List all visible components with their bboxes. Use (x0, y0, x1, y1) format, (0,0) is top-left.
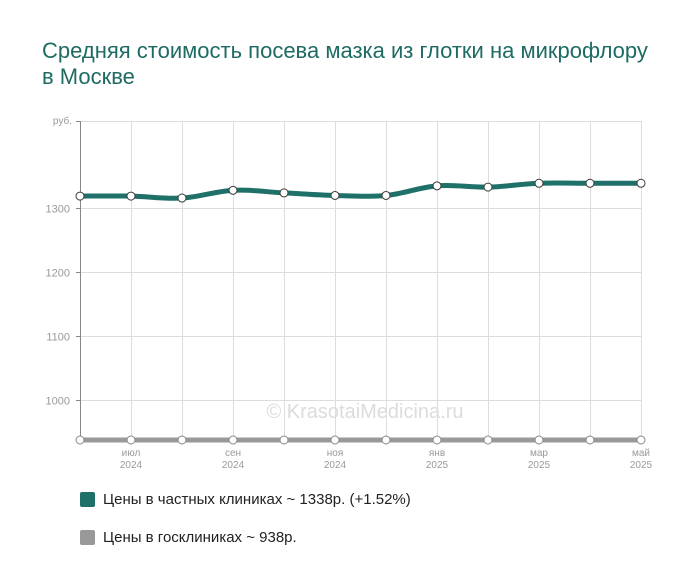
data-point-public (126, 435, 136, 445)
legend-swatch-private (80, 491, 95, 507)
y-tick-label: 1300 (46, 204, 70, 216)
x-tick-label-year: 2025 (630, 460, 653, 471)
legend: Цены в частных клиниках ~ 1338р. (+1.52%… (80, 488, 411, 564)
data-point-private (381, 190, 391, 200)
series-line-private (77, 180, 644, 201)
data-point-public (228, 435, 238, 445)
x-tick-label-month: янв (429, 448, 445, 459)
x-tick-label-year: 2025 (528, 460, 551, 471)
data-point-public (177, 435, 187, 445)
data-point-private (126, 191, 136, 201)
data-point-private (330, 190, 340, 200)
data-point-public (381, 435, 391, 445)
x-tick-label-month: сен (225, 448, 241, 459)
data-point-public (585, 435, 595, 445)
legend-label-public: Цены в госклиниках ~ 938р. (103, 528, 297, 546)
data-point-private (75, 191, 85, 201)
y-tick-label: 1100 (46, 332, 70, 344)
data-point-public (483, 435, 493, 445)
data-point-private (279, 188, 289, 198)
x-tick-label-month: ноя (327, 448, 344, 459)
x-tick-label-month: июл (122, 448, 141, 459)
legend-item-private[interactable]: Цены в частных клиниках ~ 1338р. (+1.52%… (80, 488, 411, 510)
data-point-private (228, 185, 238, 195)
y-tick-label: 1000 (46, 396, 70, 408)
x-tick-label-year: 2024 (222, 460, 245, 471)
x-tick-label-year: 2025 (426, 460, 449, 471)
data-point-public (330, 435, 340, 445)
legend-swatch-public (80, 529, 95, 545)
legend-item-public[interactable]: Цены в госклиниках ~ 938р. (80, 526, 411, 548)
data-point-public (279, 435, 289, 445)
y-tick-label: 1200 (46, 268, 70, 280)
data-point-public (75, 435, 85, 445)
data-point-private (432, 181, 442, 191)
data-point-public (432, 435, 442, 445)
data-point-private (177, 193, 187, 203)
x-tick-label-month: мар (530, 448, 548, 459)
legend-label-private: Цены в частных клиниках ~ 1338р. (+1.52%… (103, 490, 411, 508)
x-tick-label-month: май (632, 448, 650, 459)
data-points (75, 178, 646, 445)
grid-lines (80, 121, 642, 440)
data-point-public (636, 435, 646, 445)
data-point-private (534, 178, 544, 188)
data-point-private (483, 182, 493, 192)
data-point-private (636, 178, 646, 188)
x-tick-label-year: 2024 (324, 460, 347, 471)
watermark: © KrasotaiMedicina.ru (266, 401, 463, 423)
chart-title: Средняя стоимость посева мазка из глотки… (42, 38, 648, 89)
y-axis-unit-label: руб. (53, 115, 72, 127)
data-point-private (585, 178, 595, 188)
x-tick-label-year: 2024 (120, 460, 143, 471)
data-point-public (534, 435, 544, 445)
